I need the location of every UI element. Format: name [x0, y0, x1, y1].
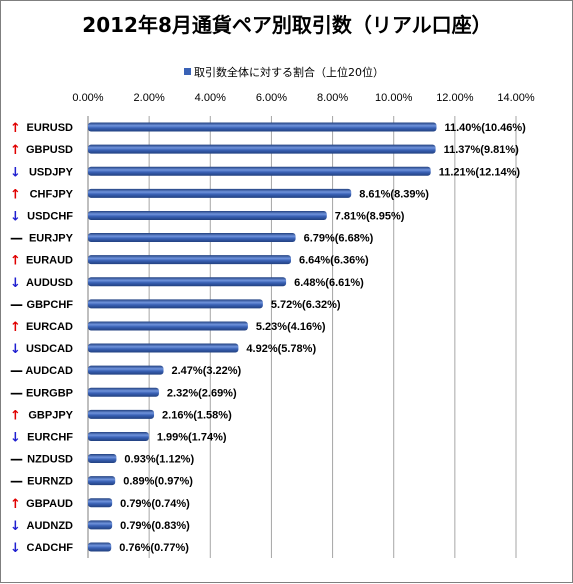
data-label: 0.89%(0.97%) [123, 476, 193, 488]
trend-up-icon: ↑ [10, 254, 21, 269]
category-label: EURGBP [26, 387, 73, 399]
bar-gbpusd [88, 144, 436, 154]
trend-up-icon: ↑ [10, 320, 21, 335]
category-label: GBPUSD [26, 144, 73, 156]
bar-cadchf [88, 542, 112, 552]
data-label: 8.61%(8.39%) [359, 188, 429, 200]
category-label: USDJPY [29, 166, 74, 178]
category-label: GBPJPY [28, 409, 73, 421]
data-label: 5.72%(6.32%) [271, 299, 341, 311]
gridlines [87, 116, 517, 558]
data-label: 0.76%(0.77%) [119, 542, 189, 554]
x-tick-label: 0.00% [72, 92, 103, 104]
bar-gbpjpy [88, 409, 155, 419]
category-label: USDCAD [26, 343, 73, 355]
data-label: 6.48%(6.61%) [294, 277, 364, 289]
bar-nzdusd [88, 454, 117, 464]
data-label: 11.21%(12.14%) [439, 166, 521, 178]
trend-flat-icon: — [10, 232, 23, 247]
category-label: EURJPY [29, 233, 74, 245]
bar-eurchf [88, 431, 149, 441]
trend-up-icon: ↑ [10, 121, 21, 136]
trend-flat-icon: — [10, 475, 23, 490]
data-labels: 11.40%(10.46%) 11.37%(9.81%) 11.21%(12.14%… [119, 122, 526, 554]
x-tick-label: 8.00% [317, 92, 348, 104]
trend-up-icon: ↑ [10, 187, 21, 202]
bar-gbpaud [88, 498, 113, 508]
category-label: AUDUSD [26, 277, 73, 289]
trend-down-icon: ↓ [10, 209, 21, 224]
x-tick-label: 6.00% [256, 92, 287, 104]
data-label: 0.79%(0.74%) [120, 498, 190, 510]
category-labels: ↑ EURUSD ↑ GBPUSD ↓ USDJPY ↑ CHFJPY ↓ USDCHF — EURJ… [10, 121, 74, 556]
bar-eurnzd [88, 476, 116, 486]
trend-flat-icon: — [10, 364, 23, 379]
bar-eurcad [88, 321, 248, 331]
category-label: NZDUSD [27, 454, 73, 466]
bars [88, 122, 437, 552]
trend-down-icon: ↓ [10, 430, 21, 445]
data-label: 5.23%(4.16%) [256, 321, 326, 333]
data-label: 1.99%(1.74%) [157, 431, 227, 443]
chart-title: 2012年8月通貨ペア別取引数（リアル口座） [82, 13, 491, 37]
bar-chfjpy [88, 188, 352, 198]
data-label: 2.16%(1.58%) [162, 409, 232, 421]
trend-up-icon: ↑ [10, 408, 21, 423]
data-label: 6.79%(6.68%) [304, 233, 374, 245]
legend-label: 取引数全体に対する割合（上位20位） [194, 65, 384, 79]
trend-flat-icon: — [10, 453, 23, 468]
trend-flat-icon: — [10, 386, 23, 401]
bar-euraud [88, 255, 291, 265]
trend-flat-icon: — [10, 298, 23, 313]
category-label: GBPAUD [26, 498, 73, 510]
data-label: 11.37%(9.81%) [444, 144, 520, 156]
x-tick-label: 14.00% [497, 92, 535, 104]
category-label: CADCHF [27, 542, 74, 554]
bar-gbpchf [88, 299, 263, 309]
x-tick-label: 12.00% [436, 92, 474, 104]
bar-usdjpy [88, 166, 431, 176]
bar-eurgbp [88, 387, 159, 397]
bar-eurusd [88, 122, 437, 132]
data-label: 0.79%(0.83%) [120, 520, 190, 532]
bar-audnzd [88, 520, 113, 530]
trend-up-icon: ↑ [10, 497, 21, 512]
data-label: 6.64%(6.36%) [299, 255, 369, 267]
category-label: GBPCHF [27, 299, 74, 311]
data-label: 2.47%(3.22%) [172, 365, 242, 377]
x-tick-label: 2.00% [134, 92, 165, 104]
bar-audcad [88, 365, 164, 375]
trend-down-icon: ↓ [10, 276, 21, 291]
trend-down-icon: ↓ [10, 342, 21, 357]
category-label: AUDCAD [25, 365, 73, 377]
category-label: AUDNZD [27, 520, 73, 532]
category-label: EURCAD [26, 321, 73, 333]
trend-down-icon: ↓ [10, 541, 21, 556]
trend-down-icon: ↓ [10, 165, 21, 180]
x-axis-ticks: 0.00% 2.00% 4.00% 6.00% 8.00% 10.00% 12.00% 14.… [72, 92, 534, 104]
trend-down-icon: ↓ [10, 519, 21, 534]
x-tick-label: 10.00% [375, 92, 413, 104]
category-label: USDCHF [27, 210, 73, 222]
bar-usdchf [88, 210, 327, 220]
data-label: 7.81%(8.95%) [335, 210, 405, 222]
trend-up-icon: ↑ [10, 143, 21, 158]
category-label: EURUSD [27, 122, 74, 134]
data-label: 2.32%(2.69%) [167, 387, 237, 399]
data-label: 4.92%(5.78%) [246, 343, 316, 355]
bar-usdcad [88, 343, 239, 353]
category-label: EURCHF [27, 431, 73, 443]
category-label: EURAUD [26, 255, 73, 267]
data-label: 11.40%(10.46%) [445, 122, 527, 134]
category-label: EURNZD [27, 476, 73, 488]
legend-swatch [184, 68, 191, 75]
bar-audusd [88, 277, 287, 287]
data-label: 0.93%(1.12%) [124, 454, 194, 466]
x-tick-label: 4.00% [195, 92, 226, 104]
category-label: CHFJPY [30, 188, 74, 200]
bar-eurjpy [88, 233, 296, 243]
